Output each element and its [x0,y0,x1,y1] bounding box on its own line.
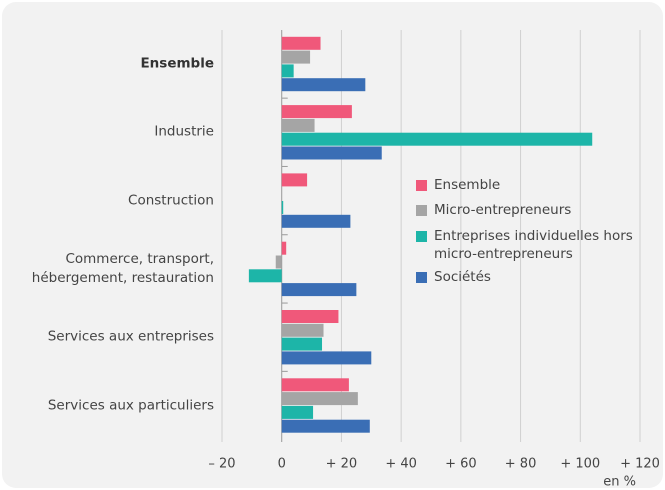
bar [281,146,382,160]
bar [281,132,593,146]
x-tick-label: 0 [278,457,286,472]
bar [281,378,349,392]
bar [248,269,282,283]
legend-label: Ensemble [434,177,501,193]
bar [281,173,308,187]
legend-label: Micro-entrepreneurs [434,202,572,218]
bar [281,64,294,78]
bar [281,50,311,64]
x-tick-label: + 40 [385,457,417,472]
bar [281,392,358,406]
bar [281,323,324,337]
bar [281,310,339,323]
bar [281,36,321,50]
x-tick-label: – 20 [208,457,235,472]
legend-swatch [416,205,427,216]
bar [281,337,323,351]
bar [281,78,366,92]
bar [281,405,314,419]
bar [275,255,282,269]
bar [281,241,287,255]
x-tick-label: + 60 [445,457,477,472]
bar [281,351,372,365]
category-label: Services aux particuliers [47,397,214,413]
x-axis-label: en % [603,475,636,490]
legend-label: Sociétés [434,269,491,285]
bar [281,214,351,228]
bar [281,201,284,214]
category-label: Construction [128,192,214,209]
x-tick-label: + 100 [560,457,600,472]
bar [281,283,357,297]
category-label: Services aux entreprises [47,328,214,345]
legend-swatch [416,180,427,191]
legend-label: Entreprises individuelles hors micro-ent… [434,228,633,262]
x-tick-label: + 20 [326,457,358,472]
bar [281,118,315,132]
category-label: Ensemble [140,55,214,72]
legend-swatch [416,231,427,242]
bar [281,419,370,433]
bar [281,105,352,119]
category-label: Industrie [154,123,214,140]
x-tick-label: + 120 [620,457,660,472]
x-tick-label: + 80 [505,457,537,472]
category-label: Commerce, transport, hébergement, restau… [31,250,214,286]
legend-swatch [416,272,427,283]
